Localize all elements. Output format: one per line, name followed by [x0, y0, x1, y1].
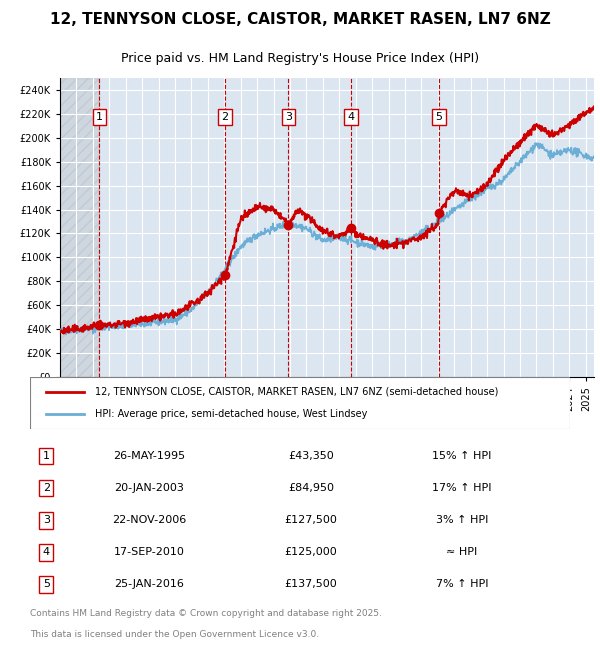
Text: 20-JAN-2003: 20-JAN-2003: [114, 483, 184, 493]
Text: £84,950: £84,950: [288, 483, 334, 493]
Text: 25-JAN-2016: 25-JAN-2016: [114, 580, 184, 590]
Text: 2: 2: [221, 112, 229, 122]
Text: This data is licensed under the Open Government Licence v3.0.: This data is licensed under the Open Gov…: [30, 630, 319, 639]
Text: £125,000: £125,000: [284, 547, 337, 557]
Text: 12, TENNYSON CLOSE, CAISTOR, MARKET RASEN, LN7 6NZ (semi-detached house): 12, TENNYSON CLOSE, CAISTOR, MARKET RASE…: [95, 387, 498, 396]
Text: 3: 3: [285, 112, 292, 122]
Text: Contains HM Land Registry data © Crown copyright and database right 2025.: Contains HM Land Registry data © Crown c…: [30, 609, 382, 618]
Text: 17-SEP-2010: 17-SEP-2010: [113, 547, 184, 557]
Text: £43,350: £43,350: [288, 451, 334, 461]
Text: 3% ↑ HPI: 3% ↑ HPI: [436, 515, 488, 525]
Text: 5: 5: [436, 112, 443, 122]
Text: 1: 1: [43, 451, 50, 461]
Text: £127,500: £127,500: [284, 515, 337, 525]
Text: 4: 4: [347, 112, 355, 122]
Text: 3: 3: [43, 515, 50, 525]
Text: HPI: Average price, semi-detached house, West Lindsey: HPI: Average price, semi-detached house,…: [95, 410, 367, 419]
FancyBboxPatch shape: [30, 429, 570, 598]
Text: 5: 5: [43, 580, 50, 590]
Text: 7% ↑ HPI: 7% ↑ HPI: [436, 580, 488, 590]
Text: 26-MAY-1995: 26-MAY-1995: [113, 451, 185, 461]
Text: 1: 1: [96, 112, 103, 122]
Text: 4: 4: [43, 547, 50, 557]
FancyBboxPatch shape: [30, 377, 570, 429]
Text: 15% ↑ HPI: 15% ↑ HPI: [433, 451, 491, 461]
Text: 2: 2: [43, 483, 50, 493]
Text: ≈ HPI: ≈ HPI: [446, 547, 478, 557]
Text: Price paid vs. HM Land Registry's House Price Index (HPI): Price paid vs. HM Land Registry's House …: [121, 52, 479, 65]
Text: 17% ↑ HPI: 17% ↑ HPI: [432, 483, 492, 493]
Text: 22-NOV-2006: 22-NOV-2006: [112, 515, 186, 525]
Text: 12, TENNYSON CLOSE, CAISTOR, MARKET RASEN, LN7 6NZ: 12, TENNYSON CLOSE, CAISTOR, MARKET RASE…: [50, 12, 550, 27]
Text: £137,500: £137,500: [284, 580, 337, 590]
